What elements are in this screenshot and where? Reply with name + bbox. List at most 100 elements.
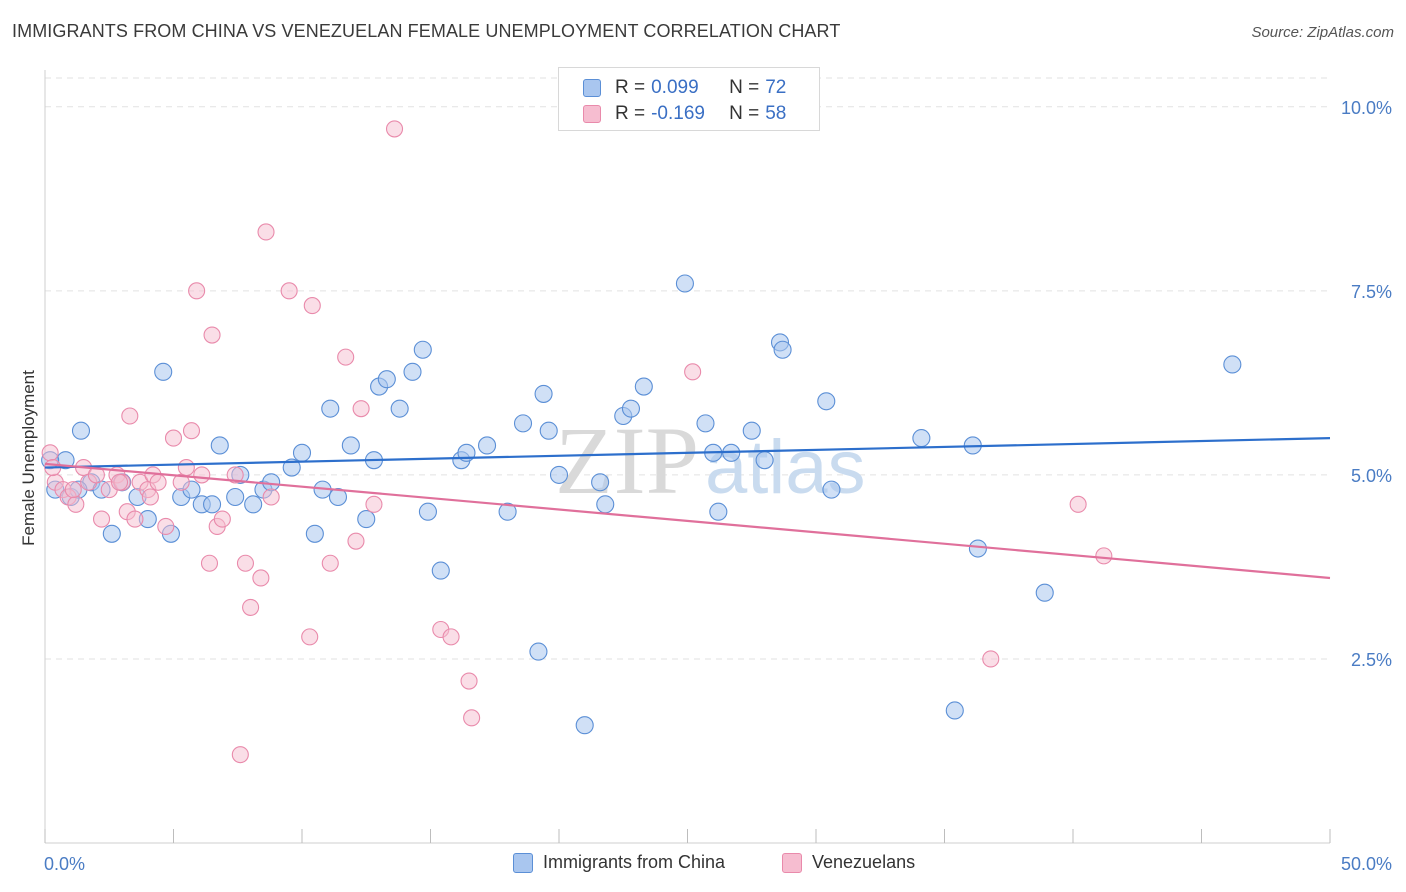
china-point — [539, 421, 558, 440]
venezuelan-point — [365, 495, 383, 513]
venezuelan-point — [385, 120, 404, 138]
legend-n-value: 72 — [765, 77, 787, 98]
x-tick-labels: 0.0% 50.0% — [44, 854, 1392, 874]
venezuelan-point — [200, 554, 219, 572]
china-point — [71, 421, 91, 440]
china-point — [773, 340, 792, 359]
venezuelan-point — [252, 569, 270, 587]
venezuelan-point — [301, 628, 319, 646]
venezuelan-point — [193, 466, 211, 484]
venezuelan-point — [182, 422, 201, 440]
china-point — [513, 414, 533, 433]
china-point — [817, 392, 836, 411]
venezuelan-point — [177, 458, 195, 477]
y-tick-label: 10.0% — [1341, 98, 1392, 118]
watermark-zip: ZIP — [555, 407, 699, 514]
venezuelan-point — [337, 348, 355, 366]
y-tick-labels: 2.5% 5.0% 7.5% 10.0% — [1341, 98, 1392, 670]
watermark-atlas: atlas — [705, 425, 866, 510]
china-point — [675, 274, 694, 293]
china-point — [390, 399, 409, 418]
legend-n-label: N = — [729, 77, 760, 98]
legend-r-label: R = — [615, 103, 646, 124]
china-point — [321, 399, 340, 418]
venezuelan-point — [982, 650, 1000, 668]
venezuelan-points — [41, 120, 1113, 764]
china-point — [282, 458, 301, 477]
china-points — [41, 274, 1242, 735]
venezuelan-trend-line — [44, 462, 1331, 580]
y-axis-title: Female Unemployment — [19, 370, 38, 546]
china-point — [413, 340, 432, 359]
china-point — [226, 487, 245, 507]
china-point — [968, 539, 987, 558]
venezuelan-point — [188, 282, 206, 300]
china-point — [262, 473, 281, 492]
venezuelan-point — [157, 517, 175, 535]
venezuelan-point — [242, 598, 260, 616]
venezuelan-point — [213, 510, 231, 528]
venezuelan-point — [149, 473, 167, 491]
china-point — [418, 502, 437, 521]
china-point — [822, 480, 841, 499]
venezuelan-point — [110, 473, 129, 491]
venezuelan-point — [64, 481, 82, 499]
venezuelan-point — [126, 510, 144, 528]
china-point — [102, 524, 121, 543]
venezuelan-point — [92, 510, 111, 528]
china-point — [742, 421, 761, 440]
venezuelan-point — [203, 326, 221, 344]
china-point — [945, 701, 964, 720]
chart-title: IMMIGRANTS FROM CHINA VS VENEZUELAN FEMA… — [12, 21, 841, 41]
venezuelan-point — [321, 554, 339, 572]
venezuelan-point — [1069, 495, 1087, 513]
venezuelan-point — [347, 532, 365, 550]
legend-n-value: 58 — [765, 103, 787, 124]
y-tick-label: 7.5% — [1351, 282, 1392, 302]
china-point — [591, 473, 610, 492]
china-point — [341, 436, 360, 455]
china-point — [549, 465, 569, 484]
venezuelans-swatch — [782, 852, 802, 873]
china-point — [634, 377, 653, 396]
china-swatch — [583, 79, 601, 97]
legend-n-label: N = — [729, 103, 760, 124]
venezuelan-point — [141, 488, 159, 506]
china-point — [534, 384, 553, 403]
x-tick-label: 50.0% — [1341, 854, 1392, 874]
venezuelan-point — [121, 407, 139, 425]
venezuelan-point — [41, 444, 59, 462]
china-point — [431, 561, 450, 580]
legend-row-venezuelans: R = -0.169 N = 58 — [583, 102, 786, 126]
venezuelan-point — [684, 363, 702, 381]
china-point — [1223, 355, 1242, 374]
china-point — [498, 502, 517, 521]
china-point — [709, 502, 728, 521]
china-point — [328, 487, 348, 507]
venezuelan-point — [1095, 547, 1113, 565]
legend-label-venezuelans: Venezuelans — [812, 852, 916, 872]
china-point — [696, 414, 715, 433]
china-point — [755, 451, 774, 470]
trend-lines — [44, 436, 1331, 580]
source-label: Source: ZipAtlas.com — [1251, 24, 1394, 41]
x-tick-label: 0.0% — [44, 854, 85, 874]
legend-r-value: -0.169 — [651, 103, 705, 124]
y-tick-label: 5.0% — [1351, 466, 1392, 486]
china-point — [203, 495, 222, 514]
china-point — [244, 495, 263, 514]
venezuelan-point — [226, 466, 244, 484]
venezuelan-point — [262, 488, 280, 506]
china-point — [403, 362, 422, 381]
watermark: ZIP atlas — [555, 407, 866, 514]
china-point — [377, 370, 396, 389]
venezuelan-point — [164, 429, 183, 447]
china-point — [292, 443, 312, 462]
china-point — [357, 510, 376, 529]
legend-r-label: R = — [615, 77, 646, 98]
y-tick-label: 2.5% — [1351, 650, 1392, 670]
china-point — [575, 716, 594, 735]
china-point — [621, 399, 641, 418]
legend-item-venezuelans: Venezuelans — [782, 852, 915, 873]
